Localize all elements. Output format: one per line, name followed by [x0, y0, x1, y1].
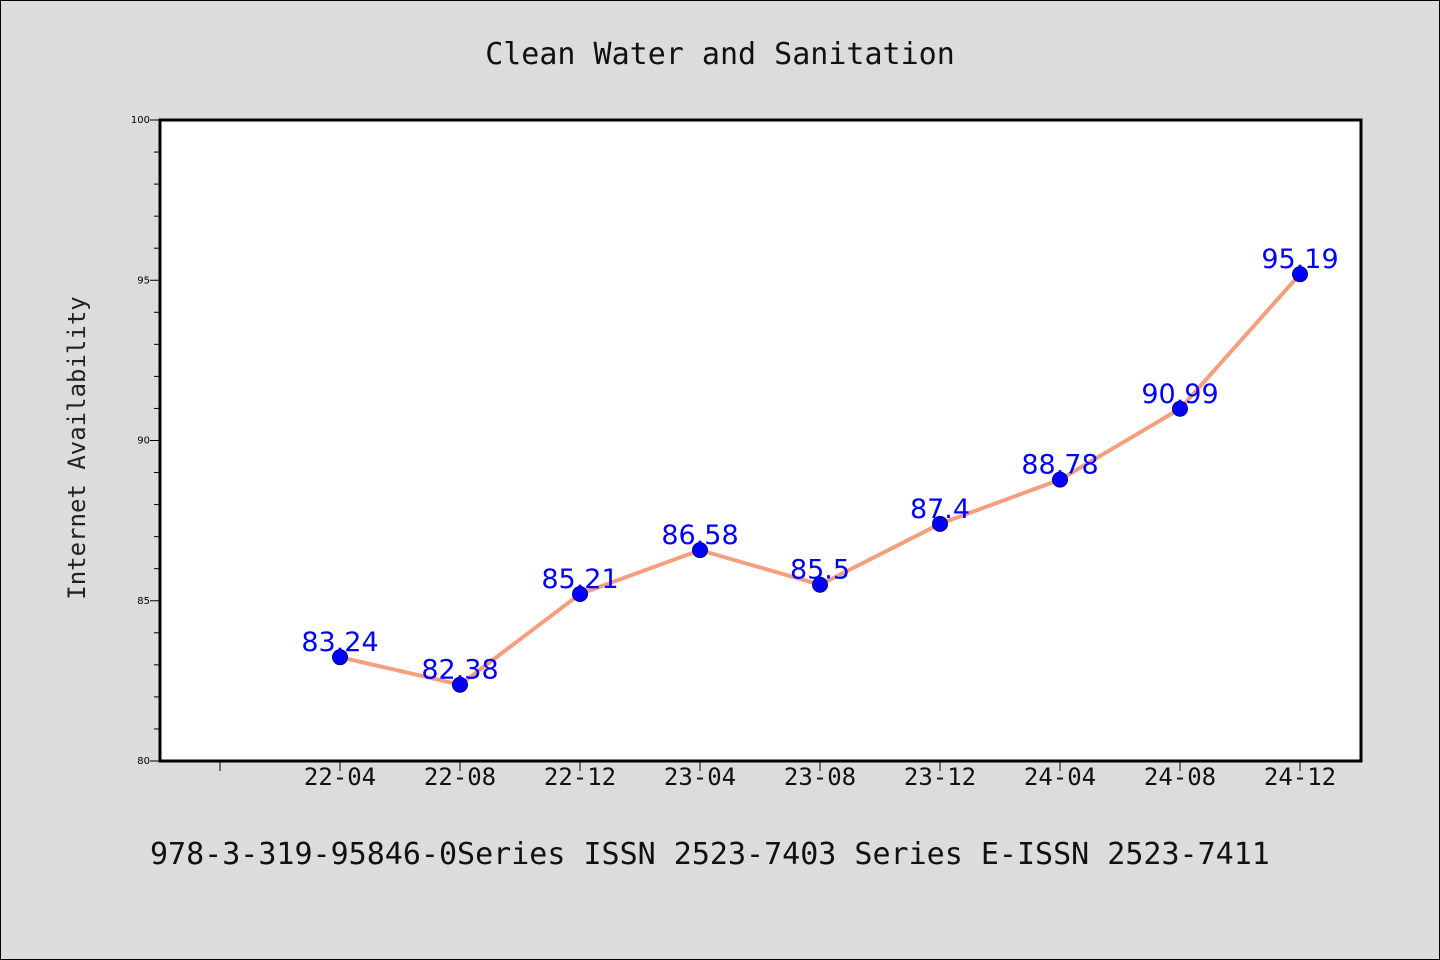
- y-tick-label: 95: [137, 275, 150, 286]
- x-tick-label: 24-12: [1264, 763, 1336, 791]
- y-axis-label: Internet Availability: [63, 296, 91, 599]
- data-label: 95.19: [1261, 244, 1338, 275]
- data-label: 87.4: [910, 494, 970, 525]
- data-labels-layer: 83.24 82.38 85.21 86.58 85.5 87.4 88.78 90.99 95…: [301, 244, 1338, 686]
- x-axis: 22-04 22-08 22-12 23-04 23-08 23-12 24-04 24-08…: [219, 761, 1336, 791]
- data-label: 86.58: [661, 520, 738, 551]
- data-point: [1292, 266, 1308, 283]
- data-label: 82.38: [421, 655, 498, 686]
- data-point: [332, 649, 348, 666]
- data-label: 83.24: [301, 627, 378, 658]
- data-point: [932, 515, 948, 532]
- data-point: [452, 676, 468, 693]
- y-tick-label: 80: [137, 756, 150, 767]
- plot-frame: [158, 118, 1363, 763]
- markers-layer: [332, 266, 1308, 693]
- y-tick-label: 100: [131, 115, 150, 126]
- y-tick-label: 90: [137, 436, 150, 447]
- x-tick-label: 22-08: [424, 763, 496, 791]
- y-axis: 80 85 90 95 100: [131, 115, 160, 767]
- data-label: 85.5: [790, 555, 850, 586]
- x-tick-label: 23-04: [664, 763, 736, 791]
- x-tick-label: 23-12: [904, 763, 976, 791]
- data-point: [1052, 471, 1068, 488]
- footer-text: 978-3-319-95846-0Series ISSN 2523-7403 S…: [150, 837, 1270, 872]
- data-point: [572, 586, 588, 603]
- data-label: 90.99: [1141, 379, 1218, 410]
- data-point: [812, 576, 828, 593]
- x-tick-label: 24-08: [1144, 763, 1216, 791]
- x-tick-label: 22-12: [544, 763, 616, 791]
- plot-area: [160, 120, 1361, 761]
- x-tick-label: 23-08: [784, 763, 856, 791]
- y-tick-label: 85: [137, 596, 150, 607]
- x-tick-label: 24-04: [1024, 763, 1096, 791]
- x-tick-label: 22-04: [304, 763, 376, 791]
- chart-title: Clean Water and Sanitation: [485, 37, 955, 72]
- data-point: [692, 542, 708, 559]
- data-label: 88.78: [1021, 450, 1098, 481]
- data-point: [1172, 400, 1188, 417]
- data-label: 85.21: [541, 564, 618, 595]
